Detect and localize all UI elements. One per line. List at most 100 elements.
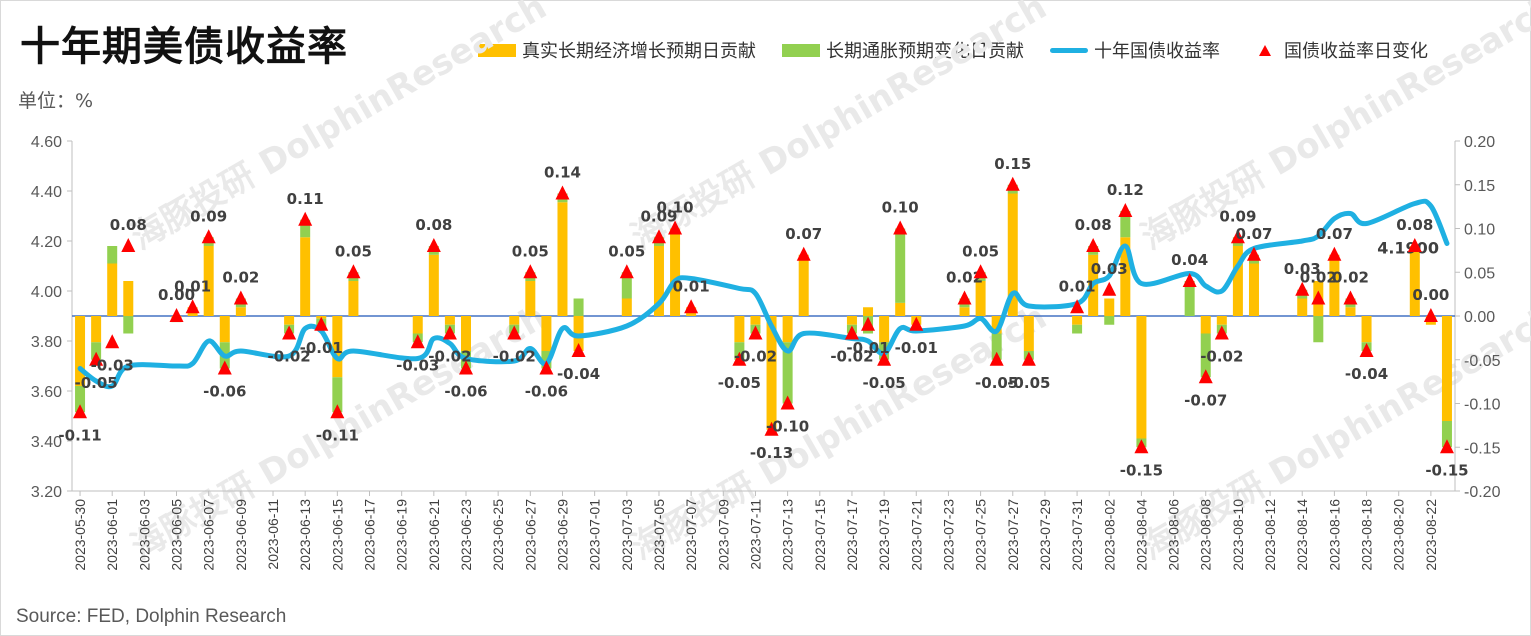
change-marker bbox=[1407, 238, 1422, 252]
change-value-label: 0.08 bbox=[1075, 216, 1112, 234]
x-tick-label: 2023-06-27 bbox=[522, 499, 538, 571]
bar-inflation bbox=[782, 342, 793, 404]
change-marker bbox=[780, 395, 795, 410]
change-value-label: -0.05 bbox=[718, 374, 761, 392]
y-right-tick-label: -0.10 bbox=[1464, 397, 1501, 414]
change-marker bbox=[957, 290, 972, 305]
bar-real bbox=[75, 316, 86, 386]
x-tick-label: 2023-07-25 bbox=[973, 499, 989, 571]
change-marker bbox=[1230, 229, 1245, 244]
y-left-tick-label: 3.80 bbox=[31, 334, 62, 351]
x-tick-label: 2023-07-11 bbox=[747, 499, 763, 570]
bar-real bbox=[1232, 246, 1243, 316]
x-tick-label: 2023-08-10 bbox=[1230, 499, 1246, 571]
bar-real bbox=[991, 316, 1002, 334]
change-value-label: -0.13 bbox=[750, 444, 793, 462]
change-value-label: 0.04 bbox=[1171, 251, 1208, 269]
change-value-label: -0.15 bbox=[1425, 461, 1468, 479]
bar-real bbox=[766, 316, 777, 430]
change-marker bbox=[1311, 290, 1326, 305]
bar-inflation bbox=[1184, 281, 1195, 316]
x-tick-label: 2023-06-03 bbox=[136, 499, 152, 571]
change-marker bbox=[217, 360, 232, 375]
change-marker bbox=[442, 325, 457, 340]
change-marker bbox=[1102, 281, 1117, 296]
x-tick-label: 2023-08-04 bbox=[1133, 499, 1149, 571]
x-tick-label: 2023-07-01 bbox=[587, 499, 603, 571]
x-tick-label: 2023-08-20 bbox=[1391, 499, 1407, 571]
bar-real bbox=[1200, 316, 1211, 334]
change-value-label: 0.05 bbox=[962, 242, 999, 260]
bar-inflation bbox=[573, 298, 584, 316]
change-marker bbox=[1005, 176, 1020, 191]
change-value-label: -0.05 bbox=[74, 374, 117, 392]
change-marker bbox=[1021, 351, 1036, 366]
x-tick-label: 2023-07-09 bbox=[715, 499, 731, 571]
bar-inflation bbox=[107, 246, 118, 264]
change-value-label: 0.05 bbox=[335, 242, 372, 260]
bar-real bbox=[879, 316, 890, 343]
change-value-label: -0.01 bbox=[846, 339, 889, 357]
change-value-label: -0.05 bbox=[1007, 374, 1050, 392]
bar-real bbox=[428, 254, 439, 316]
bar-inflation bbox=[1104, 316, 1115, 325]
change-value-label: -0.05 bbox=[862, 374, 905, 392]
x-tick-label: 2023-08-02 bbox=[1101, 499, 1117, 571]
bar-real bbox=[1409, 246, 1420, 316]
x-tick-label: 2023-06-17 bbox=[362, 499, 378, 571]
change-value-label: 0.00 bbox=[158, 286, 195, 304]
change-marker bbox=[539, 360, 554, 375]
change-marker bbox=[1070, 299, 1085, 314]
x-tick-label: 2023-07-15 bbox=[812, 499, 828, 571]
bar-real bbox=[525, 281, 536, 316]
change-value-label: 0.08 bbox=[415, 216, 452, 234]
change-value-label: 0.00 bbox=[1412, 286, 1449, 304]
change-marker bbox=[1182, 273, 1197, 287]
change-marker bbox=[314, 316, 329, 331]
bar-real bbox=[798, 254, 809, 316]
change-value-label: -0.01 bbox=[895, 339, 938, 357]
bar-real bbox=[332, 316, 343, 378]
change-marker bbox=[233, 290, 248, 305]
change-value-label: -0.04 bbox=[1345, 365, 1388, 383]
legend-swatch-inflation bbox=[782, 43, 820, 57]
change-value-label: -0.02 bbox=[428, 348, 471, 366]
x-tick-label: 2023-06-01 bbox=[104, 499, 120, 571]
change-value-label: -0.03 bbox=[396, 356, 439, 374]
watermark-text: 海豚投研 DolphinResearch bbox=[125, 0, 554, 258]
bar-real bbox=[734, 316, 745, 343]
change-value-label: 0.02 bbox=[1332, 269, 1369, 287]
x-tick-label: 2023-07-07 bbox=[683, 499, 699, 571]
bar-real bbox=[782, 316, 793, 343]
change-marker bbox=[73, 404, 88, 419]
yield-last-value-label: 4.1900 bbox=[1377, 239, 1439, 258]
x-tick-label: 2023-07-03 bbox=[619, 499, 635, 571]
y-left-tick-label: 3.20 bbox=[31, 484, 62, 501]
change-value-label: 0.01 bbox=[1059, 277, 1096, 295]
bar-real bbox=[863, 307, 874, 316]
x-tick-label: 2023-06-07 bbox=[201, 499, 217, 571]
change-marker bbox=[844, 325, 859, 340]
change-value-label: 0.08 bbox=[110, 216, 147, 234]
change-value-label: -0.02 bbox=[734, 348, 777, 366]
bar-real bbox=[235, 307, 246, 316]
change-marker bbox=[1118, 203, 1133, 217]
change-marker bbox=[1343, 290, 1358, 305]
change-marker bbox=[571, 343, 586, 357]
bar-inflation bbox=[332, 377, 343, 413]
change-value-label: -0.01 bbox=[300, 339, 343, 357]
change-value-label: -0.07 bbox=[1184, 391, 1227, 409]
bar-real bbox=[1248, 263, 1259, 316]
x-tick-label: 2023-08-18 bbox=[1359, 499, 1375, 571]
change-value-label: 0.09 bbox=[1219, 207, 1256, 225]
bar-real bbox=[895, 302, 906, 316]
bar-real bbox=[219, 316, 230, 343]
bar-real bbox=[1007, 193, 1018, 316]
yield-line bbox=[77, 198, 1450, 390]
change-marker bbox=[298, 211, 313, 226]
x-tick-label: 2023-06-13 bbox=[297, 499, 313, 571]
bar-real bbox=[541, 316, 552, 351]
change-marker bbox=[458, 360, 473, 375]
bar-real bbox=[1297, 298, 1308, 316]
